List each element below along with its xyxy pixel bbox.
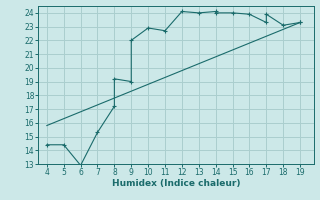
X-axis label: Humidex (Indice chaleur): Humidex (Indice chaleur) [112,179,240,188]
